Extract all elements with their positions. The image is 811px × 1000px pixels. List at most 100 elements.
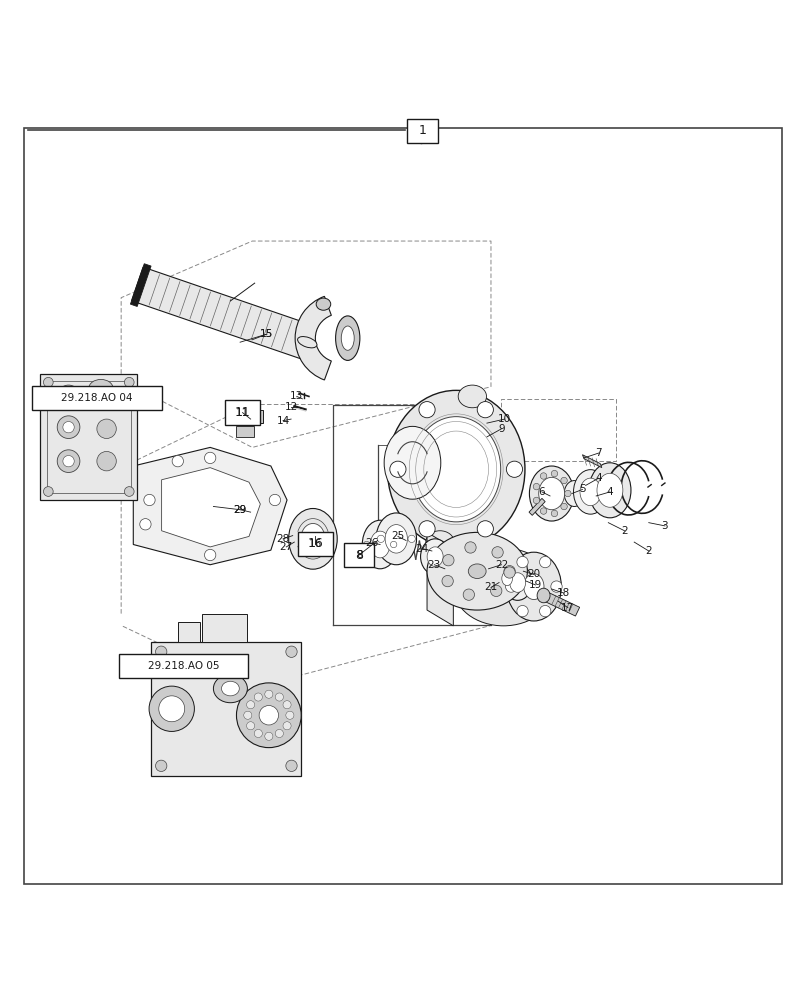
Circle shape (57, 385, 79, 408)
Text: 21: 21 (483, 582, 497, 592)
Circle shape (44, 377, 53, 387)
Ellipse shape (529, 466, 573, 521)
Bar (225, 400, 260, 425)
Text: 8: 8 (355, 550, 362, 560)
Text: 15: 15 (260, 329, 273, 339)
Text: 29.218.AO 04: 29.218.AO 04 (61, 393, 132, 403)
Circle shape (418, 402, 435, 418)
Wedge shape (294, 296, 331, 380)
Circle shape (533, 497, 539, 504)
Ellipse shape (297, 337, 316, 348)
Ellipse shape (596, 473, 622, 507)
Circle shape (490, 585, 501, 597)
Circle shape (264, 732, 272, 740)
Polygon shape (131, 264, 151, 306)
Text: 27: 27 (279, 542, 293, 552)
Ellipse shape (564, 481, 584, 506)
Circle shape (504, 566, 515, 577)
Ellipse shape (434, 541, 440, 559)
Circle shape (539, 556, 550, 568)
Ellipse shape (390, 541, 397, 559)
Bar (202, 614, 247, 642)
Ellipse shape (315, 298, 330, 310)
Text: 13: 13 (290, 391, 303, 401)
Circle shape (62, 391, 74, 402)
Circle shape (539, 473, 546, 479)
Circle shape (264, 690, 272, 698)
Ellipse shape (425, 531, 453, 553)
Circle shape (560, 503, 567, 510)
Ellipse shape (523, 574, 543, 600)
Polygon shape (131, 267, 313, 359)
Circle shape (204, 452, 216, 464)
Ellipse shape (427, 532, 526, 610)
Circle shape (247, 722, 255, 730)
Text: 3: 3 (661, 521, 667, 531)
Ellipse shape (427, 547, 443, 566)
Ellipse shape (411, 417, 500, 522)
Bar (118, 654, 248, 678)
Ellipse shape (506, 552, 560, 621)
Text: 6: 6 (538, 487, 545, 497)
Bar (236, 426, 254, 437)
Ellipse shape (375, 513, 416, 565)
Circle shape (389, 461, 406, 477)
Circle shape (149, 686, 194, 731)
Circle shape (139, 519, 151, 530)
Ellipse shape (468, 564, 486, 578)
Text: 16: 16 (307, 537, 323, 550)
Circle shape (491, 547, 503, 558)
Circle shape (564, 490, 570, 497)
Text: 29: 29 (234, 505, 247, 515)
Circle shape (377, 535, 384, 542)
Text: 4: 4 (594, 473, 601, 483)
Text: 14: 14 (276, 416, 290, 426)
Bar (240, 410, 263, 423)
Circle shape (156, 646, 167, 657)
Ellipse shape (384, 525, 407, 553)
Circle shape (283, 722, 291, 730)
Circle shape (363, 541, 369, 548)
Circle shape (254, 693, 262, 701)
Circle shape (204, 549, 216, 561)
Circle shape (285, 760, 297, 771)
Text: 28: 28 (276, 534, 290, 544)
Ellipse shape (579, 478, 600, 506)
Circle shape (62, 422, 74, 433)
Ellipse shape (341, 326, 354, 350)
Circle shape (172, 455, 183, 467)
Ellipse shape (362, 520, 397, 569)
Circle shape (269, 494, 281, 506)
Ellipse shape (501, 571, 512, 586)
Circle shape (283, 701, 291, 709)
Ellipse shape (335, 316, 359, 360)
Circle shape (57, 416, 79, 438)
Polygon shape (133, 447, 287, 565)
Ellipse shape (420, 539, 449, 574)
Bar (41, 374, 137, 500)
Bar (343, 543, 374, 567)
Text: 2: 2 (620, 526, 627, 536)
Text: 19: 19 (528, 580, 542, 590)
Circle shape (285, 646, 297, 657)
Text: 15: 15 (260, 329, 273, 339)
Text: 24: 24 (415, 544, 428, 554)
Circle shape (533, 483, 539, 490)
Ellipse shape (384, 426, 440, 499)
Polygon shape (541, 591, 579, 616)
Circle shape (390, 541, 397, 548)
Circle shape (275, 693, 283, 701)
Text: 5: 5 (578, 484, 585, 494)
Text: 2: 2 (645, 546, 651, 556)
Text: 29: 29 (234, 505, 247, 515)
Circle shape (418, 521, 435, 537)
Ellipse shape (536, 588, 549, 603)
Bar (406, 119, 437, 143)
Circle shape (124, 487, 134, 496)
Circle shape (539, 508, 546, 514)
Circle shape (156, 760, 167, 771)
Text: 10: 10 (498, 414, 511, 424)
Circle shape (247, 701, 255, 709)
Bar (297, 532, 333, 556)
Circle shape (62, 455, 74, 467)
